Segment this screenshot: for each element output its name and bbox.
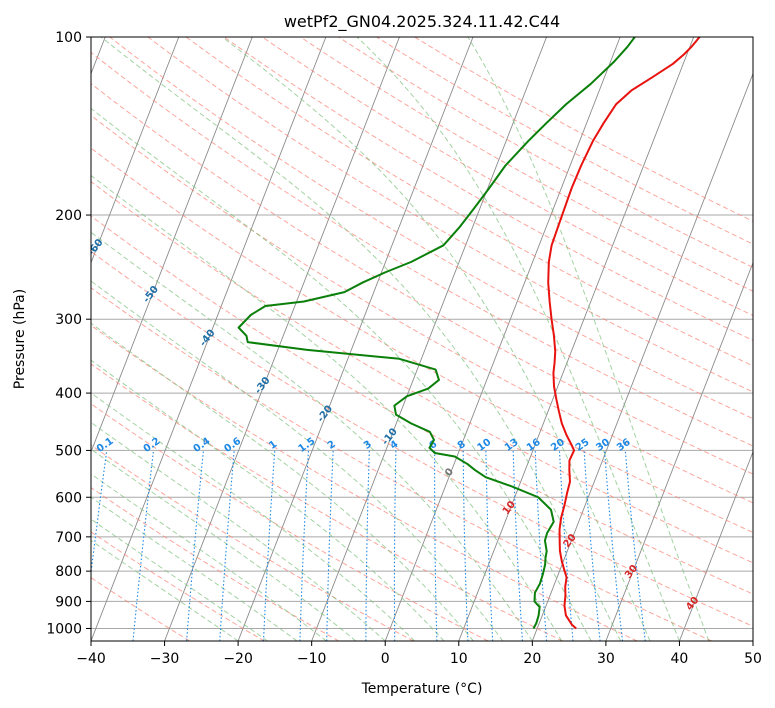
y-axis-title: Pressure (hPa)	[12, 289, 28, 389]
background-lines-layer	[91, 37, 753, 641]
moist-adiabat-line	[91, 174, 563, 641]
y-tick-label: 700	[55, 530, 82, 546]
mixing-ratio-line	[534, 450, 548, 641]
temperature-profile-line	[547, 37, 701, 630]
mixing-ratio-line	[262, 450, 276, 641]
axes-layer: −40 −30 −20 −10 0 10 20 30 40 50 100 200 300 400 500 60…	[46, 30, 762, 667]
x-tick-label: 20	[523, 651, 541, 667]
dry-adiabat-line	[91, 180, 753, 564]
isotherm-line	[237, 37, 474, 641]
mixing-ratio-line	[434, 450, 438, 641]
moist-adiabat-line	[356, 37, 680, 641]
profiles-layer	[237, 37, 701, 630]
moist-adiabat-line	[91, 421, 386, 641]
isotherm-line	[531, 72, 753, 641]
dry-adiabat-line	[91, 444, 414, 641]
moist-adiabat-line	[100, 37, 622, 641]
moist-adiabat-line	[221, 37, 651, 641]
y-tick-label: 900	[55, 594, 82, 610]
dry-adiabat-line	[338, 37, 753, 268]
x-tick-label: −10	[297, 651, 327, 667]
y-tick-label: 600	[55, 490, 82, 506]
moist-adiabat-line	[91, 448, 357, 641]
mixing-ratio-line	[512, 450, 524, 641]
moist-adiabat-line	[467, 37, 710, 641]
dry-adiabat-line	[91, 363, 563, 641]
moist-adiabat-line	[91, 231, 533, 641]
isotherm-line	[91, 37, 253, 454]
plot-background	[91, 37, 753, 641]
mixing-ratio-line	[219, 450, 235, 641]
dry-adiabat-line	[91, 487, 340, 641]
dry-adiabat-line	[91, 215, 753, 595]
mixing-ratio-line	[624, 450, 646, 641]
isotherm-line	[91, 37, 327, 641]
mixing-ratio-line	[365, 450, 370, 641]
moist-adiabat-line	[91, 518, 268, 641]
y-tick-label: 400	[55, 386, 82, 402]
isotherm-line	[164, 37, 400, 641]
dry-adiabat-line	[414, 37, 753, 222]
dry-adiabat-line	[91, 114, 753, 504]
dry-adiabat-line	[223, 37, 753, 341]
x-tick-label: −30	[150, 651, 180, 667]
mixing-ratio-line	[583, 450, 601, 641]
dry-adiabat-line	[91, 287, 712, 641]
mixing-ratio-line	[604, 450, 624, 641]
isotherm-line	[384, 37, 621, 641]
x-tick-label: 0	[381, 651, 390, 667]
x-tick-label: 50	[744, 651, 762, 667]
moist-adiabat-line	[91, 359, 445, 641]
moist-adiabat-line	[91, 280, 504, 641]
moist-adiabat-line	[91, 473, 327, 641]
dry-adiabat-line	[109, 37, 753, 420]
y-tick-label: 500	[55, 443, 82, 459]
mixing-ratio-line	[326, 450, 334, 641]
mixing-ratio-line	[462, 450, 469, 641]
dry-adiabat-line	[91, 51, 753, 447]
plot-frame	[90, 36, 754, 642]
mixing-ratio-line	[558, 450, 574, 641]
x-tick-label: 40	[671, 651, 689, 667]
x-tick-label: 10	[450, 651, 468, 667]
dry-adiabat-line	[185, 37, 753, 367]
mixing-ratio-line	[132, 450, 155, 641]
mixing-ratio-line	[299, 450, 309, 641]
y-tick-label: 800	[55, 564, 82, 580]
moist-adiabat-line	[91, 322, 474, 641]
moist-adiabat-line	[91, 107, 592, 641]
mixing-ratio-line	[91, 450, 108, 578]
dry-adiabat-line	[91, 324, 638, 641]
mixing-ratio-line	[393, 450, 397, 641]
isotherm-line	[91, 37, 180, 264]
y-tick-label: 200	[55, 208, 82, 224]
dry-adiabat-line	[300, 37, 753, 292]
moist-adiabat-line	[91, 392, 415, 641]
x-tick-label: −20	[223, 651, 253, 667]
isotherm-line	[679, 450, 753, 641]
dewpoint-profile-line	[237, 37, 636, 629]
y-tick-label: 300	[55, 312, 82, 328]
isotherm-line	[458, 37, 695, 641]
chart-title: wetPf2_GN04.2025.324.11.42.C44	[284, 12, 560, 32]
mixing-ratio-line	[485, 450, 494, 641]
y-tick-label: 100	[55, 30, 82, 46]
isotherm-line	[605, 261, 753, 641]
x-axis-title: Temperature (°C)	[361, 681, 483, 697]
mixing-ratio-line	[186, 450, 204, 641]
y-tick-label: 1000	[46, 621, 82, 637]
x-tick-label: −40	[76, 651, 106, 667]
x-tick-label: 30	[597, 651, 615, 667]
